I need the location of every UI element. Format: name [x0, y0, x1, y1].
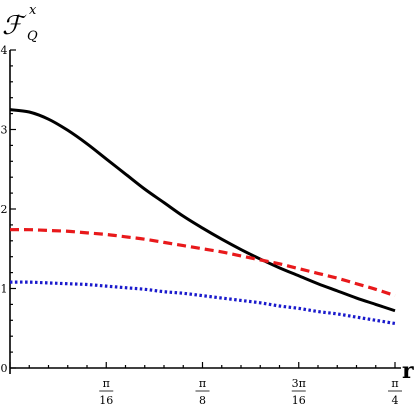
y-axis-label: ℱ x Q: [2, 3, 38, 44]
series-line-1: [9, 108, 396, 313]
x-tick-denominator: 16: [292, 394, 306, 407]
y-tick-label: 0: [1, 362, 8, 375]
series-layer: [9, 108, 396, 326]
y-tick-label: 2: [1, 203, 8, 216]
x-tick-denominator: 16: [99, 394, 113, 407]
x-tick-label: π8: [195, 377, 210, 407]
x-tick-numerator: π: [103, 377, 110, 390]
x-tick-numerator: π: [391, 377, 398, 390]
x-axis-label: r: [402, 358, 414, 384]
y-tick-label: 3: [1, 124, 8, 137]
y-axis-label-sub: Q: [27, 29, 38, 44]
x-tick-label: π4: [388, 377, 402, 407]
series-line-2: [9, 228, 396, 298]
x-tick-numerator: 3π: [292, 377, 306, 390]
y-axis-label-sup: x: [29, 3, 37, 18]
x-tick-denominator: 8: [199, 394, 206, 407]
y-tick-label: 4: [1, 44, 8, 57]
x-tick-label: π 16: [99, 377, 114, 407]
x-tick-numerator: π: [199, 377, 206, 390]
y-tick-label: 1: [1, 283, 8, 296]
x-tick-denominator: 4: [392, 394, 399, 407]
y-axis-label-main: ℱ: [2, 11, 27, 41]
series-line-3: [9, 280, 396, 326]
